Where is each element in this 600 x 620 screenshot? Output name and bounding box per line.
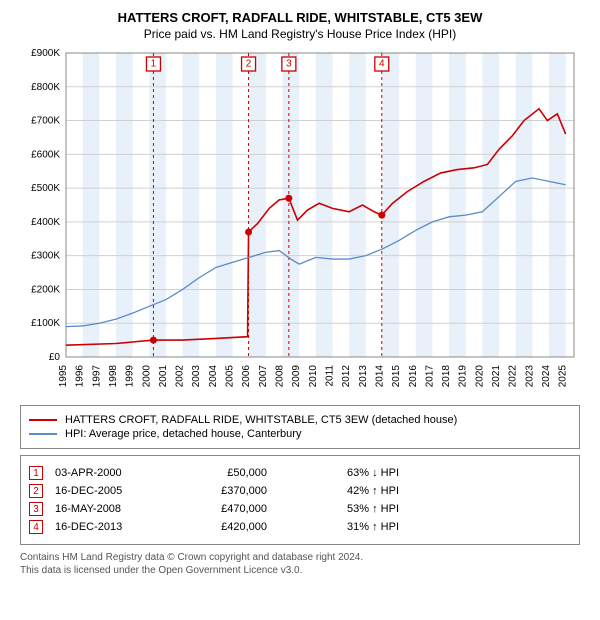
svg-text:4: 4 xyxy=(379,59,385,70)
transaction-price: £50,000 xyxy=(177,467,267,479)
legend-swatch xyxy=(29,419,57,421)
transaction-price: £370,000 xyxy=(177,485,267,497)
svg-text:2003: 2003 xyxy=(191,365,202,388)
legend: HATTERS CROFT, RADFALL RIDE, WHITSTABLE,… xyxy=(20,405,580,449)
transaction-date: 16-DEC-2005 xyxy=(55,485,165,497)
svg-text:2: 2 xyxy=(246,59,252,70)
svg-text:£0: £0 xyxy=(49,352,61,363)
svg-text:2013: 2013 xyxy=(358,365,369,388)
transaction-row: 2 16-DEC-2005 £370,000 42% ↑ HPI xyxy=(29,484,571,498)
footnote: Contains HM Land Registry data © Crown c… xyxy=(20,551,580,577)
svg-text:2008: 2008 xyxy=(275,365,286,388)
svg-text:2023: 2023 xyxy=(524,365,535,388)
legend-row: HPI: Average price, detached house, Cant… xyxy=(29,428,571,440)
transaction-pct-vs-hpi: 63% ↓ HPI xyxy=(279,467,399,479)
chart-title-line1: HATTERS CROFT, RADFALL RIDE, WHITSTABLE,… xyxy=(8,10,592,25)
transaction-pct-vs-hpi: 42% ↑ HPI xyxy=(279,485,399,497)
svg-text:£100K: £100K xyxy=(31,318,60,329)
svg-text:2007: 2007 xyxy=(258,365,269,388)
svg-text:£800K: £800K xyxy=(31,82,60,93)
transaction-row: 4 16-DEC-2013 £420,000 31% ↑ HPI xyxy=(29,520,571,534)
legend-row: HATTERS CROFT, RADFALL RIDE, WHITSTABLE,… xyxy=(29,414,571,426)
transaction-marker: 1 xyxy=(29,466,43,480)
price-chart: £0 £100K £200K £300K £400K £500K £600K £700K £80… xyxy=(20,47,580,397)
transaction-date: 03-APR-2000 xyxy=(55,467,165,479)
transactions-table: 1 03-APR-2000 £50,000 63% ↓ HPI 2 16-DEC-2005… xyxy=(20,455,580,545)
transaction-row: 3 16-MAY-2008 £470,000 53% ↑ HPI xyxy=(29,502,571,516)
svg-text:2025: 2025 xyxy=(558,365,569,388)
svg-text:2010: 2010 xyxy=(308,365,319,388)
svg-text:2022: 2022 xyxy=(508,365,519,388)
svg-text:£900K: £900K xyxy=(31,48,60,59)
footnote-line1: Contains HM Land Registry data © Crown c… xyxy=(20,551,580,564)
svg-text:£500K: £500K xyxy=(31,183,60,194)
svg-text:2016: 2016 xyxy=(408,365,419,388)
svg-text:1996: 1996 xyxy=(75,365,86,388)
svg-text:1995: 1995 xyxy=(58,365,69,388)
chart-title-line2: Price paid vs. HM Land Registry's House … xyxy=(8,27,592,41)
transaction-date: 16-DEC-2013 xyxy=(55,521,165,533)
svg-text:1: 1 xyxy=(151,59,157,70)
svg-text:2011: 2011 xyxy=(324,365,335,387)
svg-text:2020: 2020 xyxy=(474,365,485,388)
legend-label: HATTERS CROFT, RADFALL RIDE, WHITSTABLE,… xyxy=(65,414,457,426)
transaction-marker: 4 xyxy=(29,520,43,534)
svg-text:1999: 1999 xyxy=(125,365,136,388)
svg-text:2000: 2000 xyxy=(141,365,152,388)
svg-text:2019: 2019 xyxy=(458,365,469,388)
transaction-marker: 3 xyxy=(29,502,43,516)
svg-text:1998: 1998 xyxy=(108,365,119,388)
svg-text:2014: 2014 xyxy=(374,365,385,388)
chart-svg: £0 £100K £200K £300K £400K £500K £600K £700K £80… xyxy=(20,47,580,397)
svg-text:2012: 2012 xyxy=(341,365,352,388)
transaction-price: £470,000 xyxy=(177,503,267,515)
legend-label: HPI: Average price, detached house, Cant… xyxy=(65,428,301,440)
transaction-price: £420,000 xyxy=(177,521,267,533)
svg-text:2021: 2021 xyxy=(491,365,502,388)
svg-text:£400K: £400K xyxy=(31,217,60,228)
svg-text:2006: 2006 xyxy=(241,365,252,388)
transaction-pct-vs-hpi: 53% ↑ HPI xyxy=(279,503,399,515)
transaction-date: 16-MAY-2008 xyxy=(55,503,165,515)
svg-text:£200K: £200K xyxy=(31,284,60,295)
svg-text:3: 3 xyxy=(286,59,292,70)
svg-text:1997: 1997 xyxy=(91,365,102,388)
svg-text:£700K: £700K xyxy=(31,116,60,127)
transaction-marker: 2 xyxy=(29,484,43,498)
svg-text:2009: 2009 xyxy=(291,365,302,388)
transaction-row: 1 03-APR-2000 £50,000 63% ↓ HPI xyxy=(29,466,571,480)
svg-text:2002: 2002 xyxy=(175,365,186,388)
svg-text:2004: 2004 xyxy=(208,365,219,388)
svg-text:2024: 2024 xyxy=(541,365,552,388)
svg-text:2015: 2015 xyxy=(391,365,402,388)
legend-swatch xyxy=(29,433,57,435)
svg-text:2001: 2001 xyxy=(158,365,169,388)
svg-text:£600K: £600K xyxy=(31,149,60,160)
footnote-line2: This data is licensed under the Open Gov… xyxy=(20,564,580,577)
svg-text:2005: 2005 xyxy=(225,365,236,388)
svg-text:£300K: £300K xyxy=(31,251,60,262)
svg-text:2017: 2017 xyxy=(424,365,435,388)
transaction-pct-vs-hpi: 31% ↑ HPI xyxy=(279,521,399,533)
svg-text:2018: 2018 xyxy=(441,365,452,388)
